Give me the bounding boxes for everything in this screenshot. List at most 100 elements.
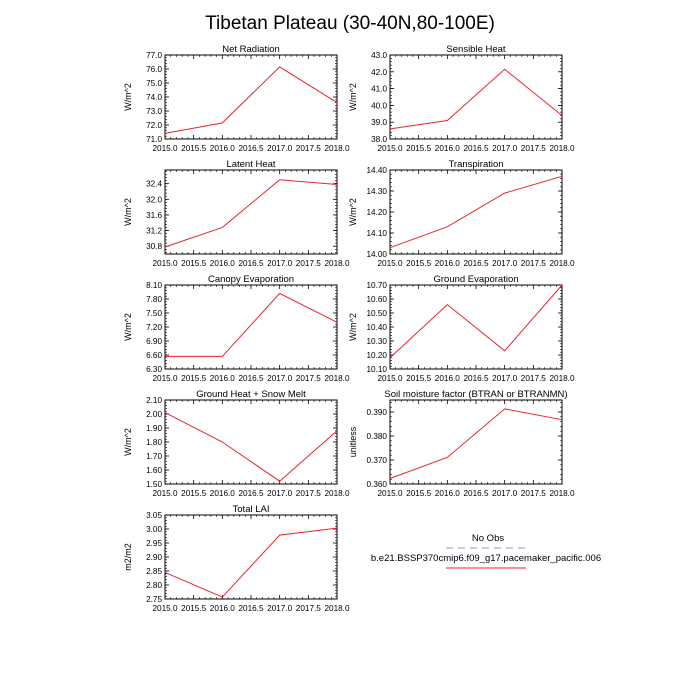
panel-net-radiation: Net Radiation 2015.0 2015.5 2016.0 2016.5 201… <box>123 44 350 153</box>
y-tick-label: 1.50 <box>146 480 162 489</box>
y-tick-label: 10.70 <box>367 281 388 290</box>
panel-title: Soil moisture factor (BTRAN or BTRANMN) <box>384 389 567 400</box>
panel-title: Total LAI <box>233 504 270 515</box>
panel-title: Canopy Evaporation <box>208 274 294 285</box>
x-tick-label: 2018.0 <box>549 144 574 153</box>
x-tick-label: 2017.0 <box>492 489 517 498</box>
y-tick-label: 0.390 <box>367 408 388 417</box>
y-tick-label: 40.0 <box>371 101 387 110</box>
x-tick-label: 2017.0 <box>492 259 517 268</box>
x-tick-label: 2016.0 <box>210 604 235 613</box>
y-tick-label: 1.60 <box>146 466 162 475</box>
y-tick-label: 32.4 <box>146 180 162 189</box>
x-tick-label: 2016.5 <box>238 144 263 153</box>
x-tick-label: 2017.5 <box>521 489 546 498</box>
y-tick-label: 10.40 <box>367 323 388 332</box>
panel-canopy-evaporation: Canopy Evaporation 2015.0 2015.5 2016.0 2016… <box>123 274 350 383</box>
x-tick-label: 2015.0 <box>152 259 177 268</box>
y-axis-label: W/m^2 <box>123 198 133 226</box>
x-tick-label: 2015.5 <box>181 374 206 383</box>
x-tick-label: 2016.5 <box>463 144 488 153</box>
y-tick-label: 10.10 <box>367 365 388 374</box>
x-tick-label: 2016.5 <box>463 374 488 383</box>
y-tick-label: 7.80 <box>146 295 162 304</box>
y-axis-label: W/m^2 <box>123 313 133 341</box>
x-tick-label: 2017.0 <box>267 604 292 613</box>
panel-ground-heat-snow-melt: Ground Heat + Snow Melt 2015.0 2015.5 2016.… <box>123 389 350 498</box>
y-tick-label: 76.0 <box>146 65 162 74</box>
x-tick-label: 2015.0 <box>377 259 402 268</box>
x-tick-label: 2017.5 <box>521 259 546 268</box>
panel-title: Transpiration <box>448 159 503 170</box>
x-tick-label: 2018.0 <box>549 259 574 268</box>
x-tick-label: 2016.0 <box>210 259 235 268</box>
y-tick-label: 14.00 <box>367 250 388 259</box>
y-tick-label: 14.30 <box>367 187 388 196</box>
panel-soil-moisture-factor-btran-or-btranmn: Soil moisture factor (BTRAN or BTRANMN) 2… <box>348 389 575 498</box>
x-tick-label: 2015.5 <box>181 144 206 153</box>
x-tick-label: 2018.0 <box>549 489 574 498</box>
x-tick-label: 2018.0 <box>324 489 349 498</box>
y-tick-label: 2.90 <box>146 553 162 562</box>
x-tick-label: 2017.0 <box>492 374 517 383</box>
x-tick-label: 2016.0 <box>210 144 235 153</box>
series-line <box>164 66 338 134</box>
x-tick-label: 2018.0 <box>324 259 349 268</box>
y-tick-label: 2.00 <box>146 410 162 419</box>
x-tick-label: 2015.0 <box>377 144 402 153</box>
y-tick-label: 10.20 <box>367 351 388 360</box>
x-tick-label: 2016.0 <box>210 374 235 383</box>
x-tick-label: 2016.5 <box>238 374 263 383</box>
x-tick-label: 2017.0 <box>267 489 292 498</box>
y-tick-label: 0.370 <box>367 456 388 465</box>
plot-frame <box>164 399 338 485</box>
y-tick-label: 74.0 <box>146 93 162 102</box>
series-line <box>164 527 338 598</box>
plot-frame <box>389 284 563 370</box>
legend-label-model: b.e21.BSSP370cmip6.f09_g17.pacemaker_pac… <box>371 553 601 564</box>
x-tick-label: 2017.0 <box>492 144 517 153</box>
y-tick-label: 7.20 <box>146 323 162 332</box>
x-tick-label: 2015.0 <box>377 374 402 383</box>
panel-title: Ground Heat + Snow Melt <box>196 389 306 400</box>
x-tick-label: 2016.5 <box>238 604 263 613</box>
y-tick-label: 31.2 <box>146 227 162 236</box>
panel-total-lai: Total LAI 2015.0 2015.5 2016.0 2016.5 2017.0 2… <box>123 504 350 613</box>
y-tick-label: 8.10 <box>146 281 162 290</box>
y-tick-label: 2.10 <box>146 396 162 405</box>
x-tick-label: 2016.0 <box>210 489 235 498</box>
x-tick-label: 2018.0 <box>324 604 349 613</box>
y-axis-label: m2/m2 <box>123 543 133 571</box>
x-tick-label: 2015.5 <box>181 604 206 613</box>
y-tick-label: 1.90 <box>146 424 162 433</box>
plot-frame <box>389 169 563 255</box>
y-tick-label: 38.0 <box>371 135 387 144</box>
panel-title: Net Radiation <box>222 44 280 55</box>
panel-title: Latent Heat <box>226 159 275 170</box>
x-tick-label: 2018.0 <box>324 144 349 153</box>
panel-title: Sensible Heat <box>446 44 506 55</box>
y-tick-label: 39.0 <box>371 118 387 127</box>
y-axis-label: W/m^2 <box>348 313 358 341</box>
y-tick-label: 31.6 <box>146 211 162 220</box>
x-tick-label: 2017.0 <box>267 259 292 268</box>
y-tick-label: 3.00 <box>146 525 162 534</box>
x-tick-label: 2015.0 <box>152 489 177 498</box>
legend-label-no-obs: No Obs <box>472 533 504 544</box>
x-tick-label: 2017.5 <box>296 604 321 613</box>
x-tick-label: 2015.5 <box>406 489 431 498</box>
x-tick-label: 2016.0 <box>435 259 460 268</box>
y-tick-label: 0.380 <box>367 432 388 441</box>
y-axis-label: W/m^2 <box>123 428 133 456</box>
y-tick-label: 14.10 <box>367 229 388 238</box>
y-tick-label: 77.0 <box>146 51 162 60</box>
y-tick-label: 75.0 <box>146 79 162 88</box>
y-tick-label: 2.85 <box>146 567 162 576</box>
y-tick-label: 2.75 <box>146 595 162 604</box>
y-axis-label: unitless <box>348 426 358 457</box>
x-tick-label: 2016.0 <box>435 489 460 498</box>
panel-latent-heat: Latent Heat 2015.0 2015.5 2016.0 2016.5 2017.… <box>123 159 350 268</box>
y-tick-label: 73.0 <box>146 107 162 116</box>
